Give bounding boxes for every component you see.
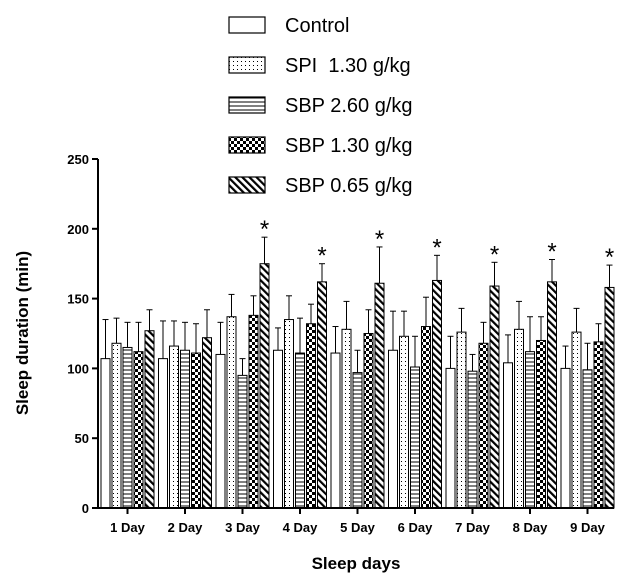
significance-marker: * — [490, 241, 499, 268]
bar — [100, 358, 111, 509]
bar — [273, 349, 283, 509]
legend-label: Control — [285, 15, 349, 37]
bar — [445, 367, 456, 509]
y-ticks: 0 50 100 150 200 250 — [67, 152, 98, 516]
significance-marker: * — [260, 216, 269, 243]
bar — [226, 316, 237, 509]
bar — [111, 342, 122, 509]
y-tick-label: 100 — [67, 361, 89, 376]
bar — [478, 342, 489, 509]
bar — [571, 331, 582, 509]
bar — [169, 345, 179, 509]
bar — [352, 372, 363, 509]
x-tick-label: 4 Day — [283, 520, 318, 535]
bar — [133, 351, 144, 509]
y-tick-label: 250 — [67, 152, 89, 167]
y-axis-title: Sleep duration (min) — [13, 251, 32, 415]
bar — [560, 367, 571, 509]
bar — [122, 346, 133, 509]
legend-swatch — [228, 16, 266, 34]
legend-label: SBP 0.65 g/kg — [285, 175, 413, 197]
significance-marker: * — [547, 239, 556, 266]
bar — [259, 263, 270, 509]
bar — [593, 341, 604, 509]
bar — [582, 369, 593, 509]
legend-label: SBP 2.60 g/kg — [285, 95, 413, 117]
bar — [432, 279, 442, 509]
bar — [525, 351, 535, 509]
bar — [536, 339, 546, 509]
y-tick-label: 50 — [75, 431, 89, 446]
legend-label: SBP 1.30 g/kg — [285, 135, 413, 157]
x-tick-label: 6 Day — [398, 520, 433, 535]
bar — [604, 286, 615, 509]
x-tick-label: 7 Day — [455, 520, 490, 535]
axes — [97, 159, 614, 509]
y-tick-label: 0 — [82, 501, 89, 516]
legend-swatch — [228, 176, 266, 194]
bar — [237, 374, 248, 509]
bar — [158, 358, 168, 509]
y-tick-label: 200 — [67, 222, 89, 237]
bar — [388, 349, 398, 509]
x-tick-label: 8 Day — [513, 520, 548, 535]
bar — [503, 362, 513, 509]
bar — [317, 281, 327, 509]
bar — [215, 353, 226, 509]
bars-layer: * * * * * * * — [100, 216, 615, 509]
bar — [410, 366, 420, 509]
bar — [180, 349, 190, 509]
significance-marker: * — [432, 234, 441, 261]
x-tick-label: 2 Day — [168, 520, 203, 535]
bar — [330, 352, 341, 509]
x-ticks: 1 Day 2 Day 3 Day 4 Day 5 Day 6 Day 7 Day 8 Day… — [110, 508, 606, 535]
bar — [144, 330, 155, 509]
legend-label: SPI 1.30 g/kg — [285, 55, 411, 77]
x-tick-label: 1 Day — [110, 520, 145, 535]
significance-marker: * — [317, 243, 326, 270]
bar — [374, 282, 385, 509]
x-axis-title: Sleep days — [312, 554, 401, 573]
legend-swatch — [228, 56, 266, 74]
bar — [248, 314, 259, 509]
bar — [295, 352, 305, 509]
x-tick-label: 9 Day — [570, 520, 605, 535]
bar — [456, 331, 467, 509]
bar — [363, 333, 374, 509]
legend: Control SPI 1.30 g/kg SBP 2.60 g/kg SBP 1.3… — [228, 15, 413, 197]
legend-swatch — [228, 136, 266, 154]
x-tick-label: 5 Day — [340, 520, 375, 535]
bar — [421, 326, 431, 509]
bar — [202, 337, 212, 509]
bar — [284, 319, 294, 509]
bar — [191, 352, 201, 509]
significance-marker: * — [605, 244, 614, 271]
y-tick-label: 150 — [67, 292, 89, 307]
bar — [306, 323, 316, 509]
bar — [547, 281, 557, 509]
bar — [399, 335, 409, 509]
bar — [467, 370, 478, 509]
significance-marker: * — [375, 226, 384, 253]
legend-swatch — [228, 96, 266, 114]
bar — [489, 285, 500, 509]
x-tick-label: 3 Day — [225, 520, 260, 535]
bar — [341, 328, 352, 509]
bar — [514, 328, 524, 509]
